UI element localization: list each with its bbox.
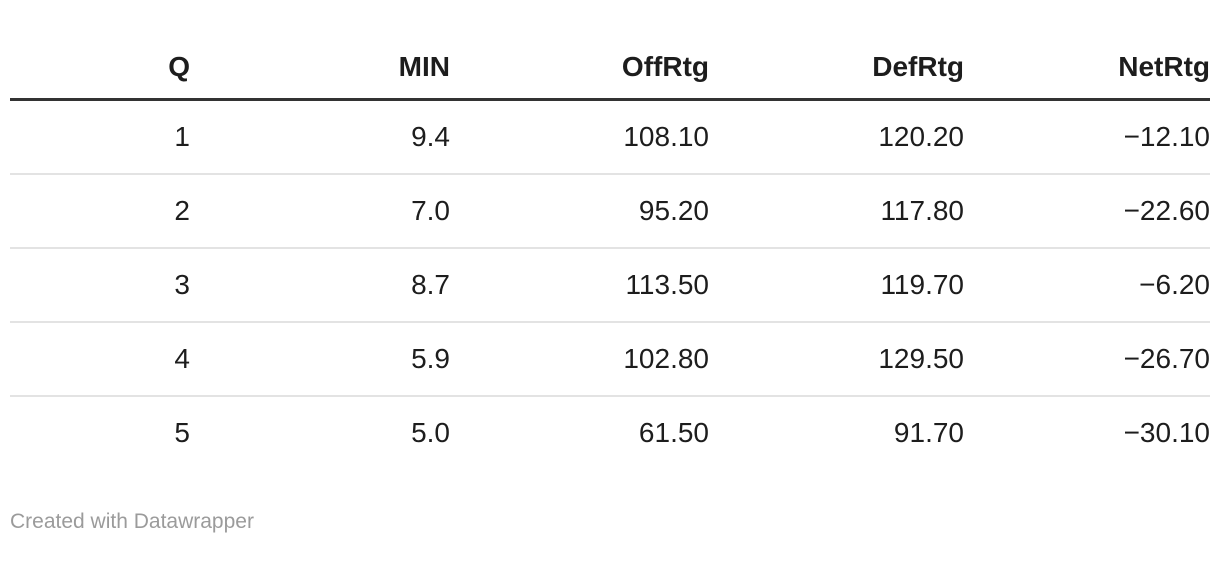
cell-defrtg: 120.20 — [878, 121, 964, 152]
cell-defrtg: 129.50 — [709, 321, 964, 396]
datawrapper-table-container: Q MIN OffRtg DefRtg NetRtg 1 9.4 108.10 120.20−… — [0, 20, 1220, 535]
table-row: 5 5.0 61.50 91.70 −30.10 — [10, 395, 1210, 469]
cell-min: 9.4 — [411, 121, 450, 152]
cell-offrtg: 108.10 — [623, 121, 709, 152]
data-table: Q MIN OffRtg DefRtg NetRtg 1 9.4 108.10 120.20−… — [10, 20, 1210, 469]
cell-defrtg: 119.70 — [709, 247, 964, 322]
column-header-netrtg: NetRtg — [964, 20, 1210, 101]
table-header: Q MIN OffRtg DefRtg NetRtg — [10, 20, 1210, 101]
cell-min: 7.0 — [190, 173, 450, 248]
cell-netrtg: −22.60 — [964, 173, 1210, 248]
column-header-min: MIN — [190, 20, 450, 101]
cell-q: 5 — [10, 395, 190, 469]
cell-offrtg: 113.50 — [450, 247, 709, 322]
datawrapper-credit: Created with Datawrapper — [10, 510, 254, 533]
cell-offrtg: 95.20 — [450, 173, 709, 248]
cell-min: 5.0 — [190, 395, 450, 469]
column-header-q: Q — [10, 20, 190, 101]
cell-min: 8.7 — [190, 247, 450, 322]
cell-netrtg: −30.10 — [964, 395, 1210, 469]
cell-offrtg: 102.80 — [450, 321, 709, 396]
table-body: 1 9.4 108.10 120.20 −12.10 2 7.0 95.20 117.80 −22… — [10, 100, 1210, 469]
table-row: 3 8.7 113.50 119.70 −6.20 — [10, 247, 1210, 322]
cell-netrtg: −12.10 — [1123, 121, 1210, 152]
cell-netrtg: −6.20 — [964, 247, 1210, 322]
cell-q: 2 — [10, 173, 190, 248]
column-header-defrtg: DefRtg — [709, 20, 964, 101]
cell-q: 4 — [10, 321, 190, 396]
cell-offrtg: 61.50 — [450, 395, 709, 469]
cell-defrtg: 91.70 — [709, 395, 964, 469]
cell-netrtg: −26.70 — [964, 321, 1210, 396]
table-row: 2 7.0 95.20 117.80 −22.60 — [10, 173, 1210, 248]
cell-min: 5.9 — [190, 321, 450, 396]
table-header-row: Q MIN OffRtg DefRtg NetRtg — [10, 20, 1210, 101]
cell-defrtg: 117.80 — [709, 173, 964, 248]
table-row: 4 5.9 102.80 129.50 −26.70 — [10, 321, 1210, 396]
cell-q: 1 — [174, 121, 190, 152]
table-row: 1 9.4 108.10 120.20 −12.10 — [10, 100, 1210, 175]
column-header-offrtg: OffRtg — [450, 20, 709, 101]
cell-q: 3 — [10, 247, 190, 322]
